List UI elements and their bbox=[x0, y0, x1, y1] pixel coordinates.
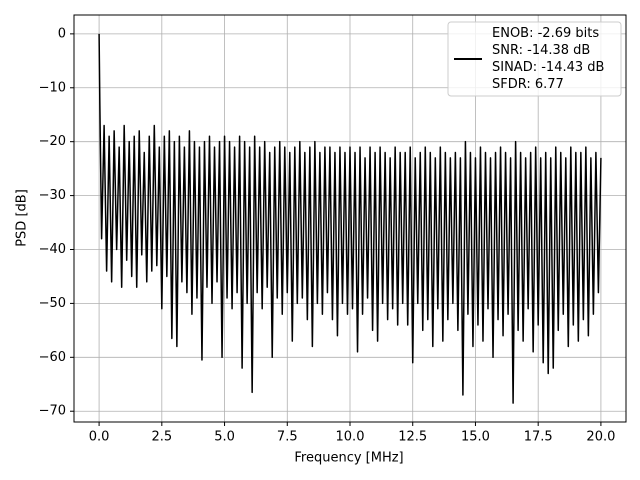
x-tick-label: 5.0 bbox=[214, 430, 235, 445]
x-tick-label: 2.5 bbox=[151, 430, 172, 445]
y-tick-label: 0 bbox=[58, 26, 66, 41]
x-tick-label: 20.0 bbox=[586, 430, 615, 445]
y-axis-label: PSD [dB] bbox=[15, 189, 30, 247]
y-tick-label: −30 bbox=[39, 188, 66, 203]
y-tick-label: −70 bbox=[39, 404, 66, 419]
x-axis-label: Frequency [MHz] bbox=[294, 451, 403, 466]
x-tick-label: 10.0 bbox=[336, 430, 365, 445]
y-tick-label: −50 bbox=[39, 296, 66, 311]
y-tick-label: −40 bbox=[39, 242, 66, 257]
axes-frame bbox=[73, 14, 627, 423]
legend-box bbox=[447, 21, 622, 97]
y-tick-label: −60 bbox=[39, 350, 66, 365]
x-tick-label: 7.5 bbox=[277, 430, 298, 445]
x-tick-label: 12.5 bbox=[398, 430, 427, 445]
y-tick-label: −20 bbox=[39, 134, 66, 149]
x-tick-label: 15.0 bbox=[461, 430, 490, 445]
y-tick-label: −10 bbox=[39, 80, 66, 95]
legend-label: ENOB: -2.69 bits SNR: -14.38 dB SINAD: -14… bbox=[492, 26, 604, 92]
psd-line bbox=[98, 33, 602, 404]
x-tick-label: 0.0 bbox=[89, 430, 110, 445]
x-tick-label: 17.5 bbox=[524, 430, 553, 445]
